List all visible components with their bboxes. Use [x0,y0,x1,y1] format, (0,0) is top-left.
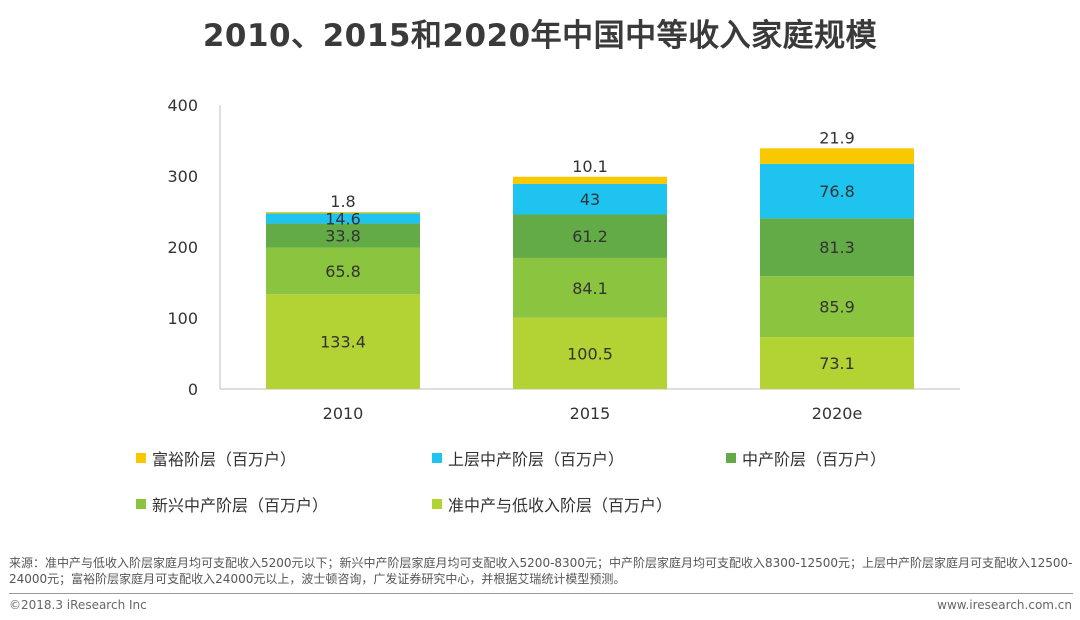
data-label: 1.8 [330,192,355,211]
data-label: 14.6 [325,209,361,228]
data-label: 84.1 [572,279,608,298]
bar-segment [760,276,914,338]
y-tick-label: 300 [167,167,198,186]
x-tick-label: 2010 [323,404,364,423]
data-label: 65.8 [325,262,361,281]
website-link[interactable]: www.iresearch.com.cn [937,598,1072,612]
bar-segment [760,218,914,277]
data-label: 61.2 [572,227,608,246]
bar-segment [513,257,667,318]
chart-title: 2010、2015和2020年中国中等收入家庭规模 [202,18,878,54]
bar-segment [513,317,667,389]
x-tick-label: 2020e [812,404,863,423]
data-label: 73.1 [819,354,855,373]
bar-segment [760,337,914,389]
data-label: 10.1 [572,157,608,176]
y-tick-label: 100 [167,309,198,328]
bar-segment [760,148,914,164]
source-note: 来源：准中产与低收入阶层家庭月均可支配收入5200元以下；新兴中产阶层家庭月均可… [9,556,1073,586]
bar-segment [266,211,420,214]
data-label: 85.9 [819,298,855,317]
data-label: 43 [580,190,600,209]
copyright-text: ©2018.3 iResearch Inc [9,598,147,612]
footer-divider [9,593,1073,594]
data-label: 33.8 [325,227,361,246]
y-tick-label: 0 [188,380,198,399]
data-label: 21.9 [819,128,855,147]
bar-segment [266,247,420,295]
data-label: 133.4 [320,333,366,352]
bar-segment [513,214,667,258]
bar-segment [266,213,420,224]
bar-segment [513,183,667,215]
data-label: 76.8 [819,182,855,201]
bar-segment [266,223,420,248]
y-tick-label: 200 [167,238,198,257]
data-label: 100.5 [567,344,613,363]
y-tick-label: 400 [167,96,198,115]
bar-segment [760,163,914,219]
data-label: 81.3 [819,238,855,257]
x-tick-label: 2015 [570,404,611,423]
bar-segment [266,294,420,389]
bar-segment [513,176,667,184]
